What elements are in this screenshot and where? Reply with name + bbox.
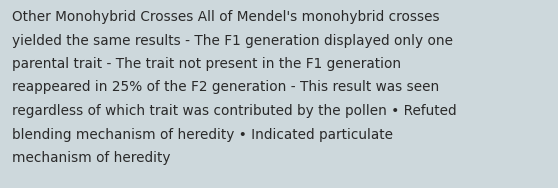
Text: parental trait - The trait not present in the F1 generation: parental trait - The trait not present i…: [12, 57, 401, 71]
Text: yielded the same results - The F1 generation displayed only one: yielded the same results - The F1 genera…: [12, 33, 453, 48]
Text: regardless of which trait was contributed by the pollen • Refuted: regardless of which trait was contribute…: [12, 104, 456, 118]
Text: Other Monohybrid Crosses All of Mendel's monohybrid crosses: Other Monohybrid Crosses All of Mendel's…: [12, 10, 440, 24]
Text: mechanism of heredity: mechanism of heredity: [12, 151, 171, 165]
Text: blending mechanism of heredity • Indicated particulate: blending mechanism of heredity • Indicat…: [12, 127, 393, 142]
Text: reappeared in 25% of the F2 generation - This result was seen: reappeared in 25% of the F2 generation -…: [12, 80, 439, 95]
